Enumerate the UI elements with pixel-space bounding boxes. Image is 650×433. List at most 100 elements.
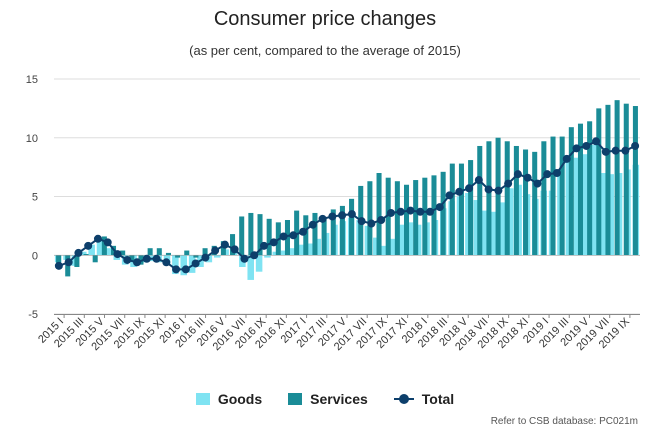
total-point-49 (533, 179, 542, 188)
services-bar-12 (165, 252, 171, 256)
goods-bar-3 (80, 251, 87, 256)
services-bar-30 (330, 209, 336, 256)
chart-legend: Goods Services Total (0, 391, 650, 407)
total-point-32 (367, 219, 376, 228)
goods-bar-39 (381, 245, 388, 256)
total-point-55 (592, 137, 601, 146)
services-bar-19 (230, 234, 236, 256)
total-point-27 (318, 214, 327, 223)
services-bar-55 (559, 136, 565, 256)
legend-item-goods[interactable]: Goods (195, 391, 263, 407)
goods-bar-65 (599, 173, 606, 256)
legend-label-goods: Goods (217, 391, 263, 407)
total-point-41 (455, 187, 464, 196)
services-bar-15 (193, 255, 199, 258)
total-point-10 (152, 254, 161, 263)
total-point-7 (123, 255, 132, 264)
services-bar-39 (413, 180, 419, 256)
total-point-24 (289, 231, 298, 240)
services-bar-25 (284, 220, 291, 256)
total-point-19 (240, 254, 249, 263)
goods-bar-53 (498, 202, 506, 256)
total-point-29 (338, 211, 347, 220)
services-bar-4 (92, 255, 98, 263)
services-bar-20 (239, 216, 245, 256)
services-bar-10 (147, 248, 153, 256)
legend-item-total[interactable]: Total (393, 391, 455, 407)
goods-bar-41 (398, 224, 405, 256)
services-bar-53 (541, 141, 547, 256)
goods-bar-30 (306, 243, 313, 256)
services-bar-38 (403, 184, 410, 256)
legend-item-services[interactable]: Services (288, 391, 368, 407)
services-bar-31 (339, 205, 345, 256)
services-bar-3 (83, 254, 89, 256)
total-point-23 (279, 232, 288, 241)
total-point-26 (308, 220, 317, 229)
services-bar-49 (504, 141, 510, 256)
services-bar-37 (394, 181, 400, 256)
total-point-51 (552, 169, 561, 177)
y-tick-label-3: 10 (26, 133, 38, 145)
legend-label-total: Total (421, 391, 455, 407)
goods-bar-31 (314, 238, 321, 256)
total-point-17 (220, 240, 229, 249)
total-point-21 (259, 241, 268, 250)
legend-swatch-goods (195, 393, 210, 405)
goods-bar-64 (590, 144, 598, 256)
services-bar-58 (587, 121, 593, 256)
total-point-14 (191, 259, 200, 268)
services-bar-29 (321, 217, 327, 256)
total-point-59 (631, 141, 640, 150)
source-note[interactable]: Refer to CSB database: PC021m (490, 416, 638, 427)
services-bar-42 (440, 171, 446, 256)
services-bar-57 (577, 123, 584, 256)
goods-bar-40 (389, 238, 397, 256)
goods-bar-66 (607, 174, 614, 256)
services-bar-26 (294, 210, 300, 256)
services-bar-43 (449, 163, 455, 256)
total-point-5 (103, 238, 112, 247)
services-bar-34 (367, 181, 373, 256)
total-point-58 (621, 146, 630, 155)
services-bar-62 (623, 103, 629, 256)
total-point-43 (474, 176, 483, 185)
total-point-47 (513, 170, 522, 179)
total-point-57 (611, 146, 620, 155)
y-tick-label-0: -5 (28, 309, 38, 321)
legend-label-services: Services (310, 391, 368, 407)
goods-bar-28 (289, 248, 296, 256)
total-point-30 (347, 210, 356, 219)
services-bar-56 (568, 127, 574, 256)
services-bar-0 (56, 255, 62, 269)
y-tick-label-1: 0 (32, 250, 38, 262)
services-bar-47 (486, 141, 492, 256)
services-bar-36 (385, 177, 391, 256)
total-point-50 (543, 170, 552, 179)
goods-bar-54 (506, 188, 514, 256)
goods-bar-62 (573, 157, 581, 256)
goods-bar-15 (180, 255, 188, 276)
total-point-16 (211, 246, 220, 255)
total-point-53 (572, 144, 581, 153)
total-point-37 (416, 207, 425, 216)
goods-bar-6 (105, 248, 112, 256)
services-bar-50 (513, 145, 519, 256)
services-bar-63 (632, 106, 638, 256)
services-bar-11 (156, 248, 162, 256)
total-point-25 (299, 227, 308, 236)
total-point-52 (562, 154, 571, 163)
services-bar-16 (202, 248, 208, 256)
services-bar-44 (458, 163, 464, 256)
chart-title: Consumer price changes (213, 8, 437, 30)
total-point-9 (142, 254, 151, 263)
chart-subtitle: (as per cent, compared to the average of… (189, 43, 461, 58)
total-point-18 (230, 245, 239, 254)
legend-swatch-services (288, 393, 303, 405)
services-bar-35 (376, 173, 382, 256)
total-point-39 (435, 203, 444, 212)
services-bar-28 (312, 212, 318, 256)
total-point-38 (426, 207, 435, 216)
goods-bar-25 (264, 255, 271, 258)
goods-bar-5 (96, 239, 104, 256)
